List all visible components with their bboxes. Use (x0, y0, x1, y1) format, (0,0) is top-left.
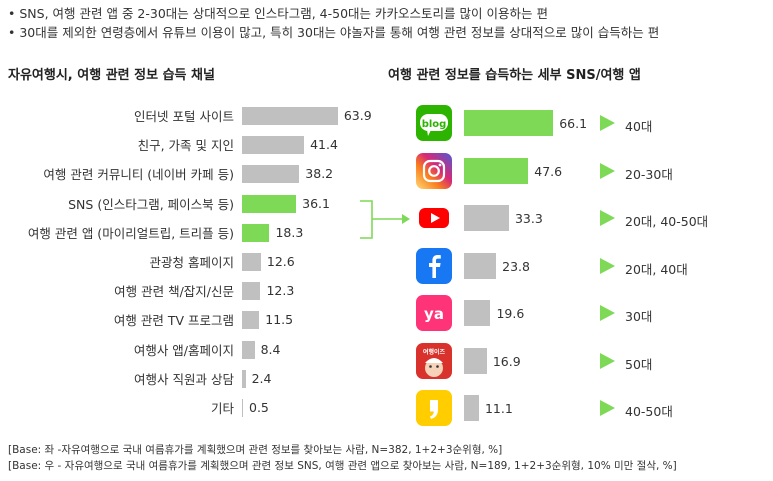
channel-label: 여행 관련 TV 프로그램 (113, 313, 234, 329)
age-group-label: 40대 (625, 119, 653, 134)
channel-bar (242, 282, 261, 301)
kakaopage-icon (416, 390, 452, 426)
summary-notes: • SNS, 여행 관련 앱 중 2-30대는 상대적으로 인스타그램, 4-5… (8, 4, 659, 42)
facebook-icon (416, 247, 452, 284)
arrow-icon (600, 162, 615, 179)
age-group-label: 20-30대 (625, 166, 673, 182)
app-value: 19.6 (496, 306, 525, 321)
channel-bar (242, 107, 338, 125)
app-value: 16.9 (492, 353, 521, 369)
channel-bar (242, 399, 243, 417)
channel-label: 여행사 직원과 상담 (134, 371, 234, 387)
age-group-label: 20대, 40대 (625, 261, 688, 277)
channel-value: 0.5 (249, 400, 269, 415)
age-group-label: 40-50대 (625, 404, 673, 419)
channel-value: 18.3 (275, 224, 304, 240)
arrow-icon (600, 257, 615, 274)
channel-value: 12.6 (266, 254, 295, 269)
channel-value: 12.3 (266, 283, 295, 299)
channel-bar (242, 340, 255, 359)
channel-value: 41.4 (310, 137, 338, 153)
channel-label: 기타 (210, 401, 234, 416)
channel-value: 36.1 (302, 195, 330, 211)
app-bar (464, 205, 509, 231)
arrow-icon (600, 210, 615, 226)
app-value: 66.1 (559, 116, 588, 131)
channel-value: 8.4 (260, 341, 281, 357)
channel-label: 여행 관련 커뮤니티 (네이버 카페 등) (43, 167, 234, 183)
channel-bar (242, 253, 261, 271)
right-chart-title: 여행 관련 정보를 습득하는 세부 SNS/여행 앱 (388, 68, 641, 83)
channel-label: 여행 관련 앱 (마이리얼트립, 트리플 등) (27, 225, 234, 241)
instagram-icon (416, 152, 452, 189)
base-note-left: [Base: 좌 -자유여행으로 국내 여름휴가를 계획했으며 관련 정보를 찾… (8, 444, 503, 456)
channel-label: 관광청 홈페이지 (149, 255, 234, 270)
app-bar (464, 157, 529, 184)
channel-label: 여행 관련 책/잡지/신문 (114, 284, 234, 300)
channel-value: 2.4 (251, 370, 272, 386)
yanolja-icon: ya (416, 295, 452, 331)
highlight-bracket (360, 200, 410, 239)
app-value: 23.8 (502, 258, 530, 274)
blog-icon: blog (416, 105, 452, 141)
kakaostory-icon: 여행이즈 (416, 342, 452, 379)
summary-note-1: • SNS, 여행 관련 앱 중 2-30대는 상대적으로 인스타그램, 4-5… (8, 6, 548, 21)
age-group-label: 50대 (625, 356, 653, 372)
svg-text:여행이즈: 여행이즈 (423, 348, 446, 356)
arrow-icon (600, 115, 615, 131)
app-bar (464, 300, 491, 326)
left-chart-title: 자유여행시, 여행 관련 정보 습득 채널 (8, 68, 215, 83)
channel-bar (242, 165, 300, 184)
app-bar (464, 347, 487, 374)
app-bar (464, 110, 554, 136)
channel-label: 여행사 앱/홈페이지 (133, 342, 234, 358)
channel-bar (242, 223, 270, 242)
app-value: 11.1 (484, 401, 513, 416)
arrow-icon (600, 305, 615, 321)
app-bar (464, 252, 497, 279)
channel-value: 63.9 (343, 108, 372, 123)
age-group-label: 20대, 40-50대 (625, 214, 709, 229)
arrow-icon (600, 352, 615, 369)
channel-bar (242, 311, 260, 330)
channel-bar (242, 136, 305, 155)
app-bar (464, 395, 479, 421)
base-note-right: [Base: 우 - 자유여행으로 국내 여름휴가를 계획했으며 관련 정보 S… (8, 460, 677, 472)
channel-label: SNS (인스타그램, 페이스북 등) (68, 196, 234, 212)
channel-value: 38.2 (305, 166, 334, 182)
svg-text:blog: blog (422, 119, 447, 130)
app-value: 47.6 (534, 163, 563, 179)
app-value: 33.3 (514, 211, 543, 226)
summary-note-2: • 30대를 제외한 연령층에서 유튜브 이용이 많고, 특히 30대는 야놀자… (8, 25, 660, 40)
channel-bar (242, 369, 246, 388)
youtube-icon (416, 200, 452, 236)
channel-bar (242, 194, 297, 213)
channel-label: 친구, 가족 및 지인 (137, 138, 234, 154)
age-group-label: 30대 (625, 309, 653, 324)
arrow-icon (600, 400, 615, 416)
channel-value: 11.5 (265, 312, 294, 328)
channel-label: 인터넷 포털 사이트 (134, 109, 234, 124)
svg-text:ya: ya (424, 305, 444, 323)
